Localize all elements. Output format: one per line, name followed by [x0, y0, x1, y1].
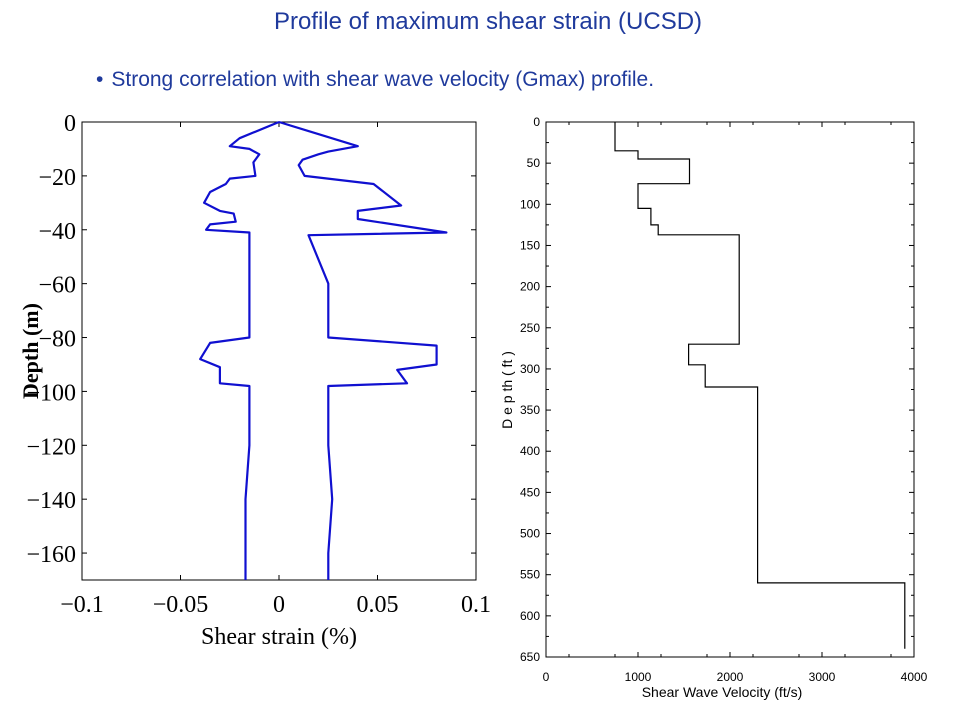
- y-tick-label: 0: [533, 115, 540, 129]
- y-tick-label: 150: [520, 238, 540, 252]
- x-axis-label: Shear Wave Velocity (ft/s): [642, 684, 803, 700]
- y-tick-label: 650: [520, 650, 540, 664]
- y-tick-label: −120: [26, 434, 76, 460]
- velocity-series-line: [614, 122, 906, 649]
- y-tick-label: 600: [520, 609, 540, 623]
- x-tick-label: 4000: [901, 670, 928, 684]
- bullet-dot: •: [96, 68, 104, 91]
- y-tick-label: −60: [38, 273, 76, 299]
- y-tick-label: 100: [520, 197, 540, 211]
- y-tick-label: 200: [520, 280, 540, 294]
- x-axis-label: Shear strain (%): [201, 624, 357, 650]
- y-tick-label: 500: [520, 527, 540, 541]
- x-tick-label: 3000: [809, 670, 836, 684]
- bullet-label: Strong correlation with shear wave veloc…: [111, 68, 655, 91]
- y-tick-label: −80: [38, 327, 76, 353]
- y-tick-label: 350: [520, 403, 540, 417]
- x-tick-label: 0: [273, 592, 285, 618]
- strain-series-line: [199, 120, 280, 580]
- x-tick-label: 2000: [717, 670, 744, 684]
- plot-frame: [545, 121, 915, 658]
- x-tick-label: 0: [543, 670, 550, 684]
- x-tick-label: −0.1: [60, 592, 104, 618]
- y-tick-label: 400: [520, 444, 540, 458]
- bullet-text: • Strong correlation with shear wave velo…: [96, 68, 654, 92]
- y-tick-label: −140: [26, 488, 76, 514]
- y-tick-label: 450: [520, 485, 540, 499]
- strain-series-line: [278, 120, 448, 580]
- slide-title: Profile of maximum shear strain (UCSD): [273, 8, 703, 35]
- y-tick-label: −40: [38, 219, 76, 245]
- y-axis-label: D e p th ( ft ): [499, 351, 515, 429]
- y-tick-label: 250: [520, 321, 540, 335]
- x-tick-label: 0.1: [461, 592, 491, 618]
- y-tick-label: −160: [26, 542, 76, 568]
- y-tick-label: −100: [26, 380, 76, 406]
- y-tick-label: 300: [520, 362, 540, 376]
- y-tick-label: −20: [38, 165, 76, 191]
- x-tick-label: 0.05: [357, 592, 399, 618]
- y-tick-label: 550: [520, 568, 540, 582]
- y-tick-label: 0: [64, 111, 76, 137]
- x-tick-label: −0.05: [153, 592, 209, 618]
- x-tick-label: 1000: [625, 670, 652, 684]
- y-tick-label: 50: [527, 156, 541, 170]
- y-axis-label: Depth (m): [18, 303, 43, 399]
